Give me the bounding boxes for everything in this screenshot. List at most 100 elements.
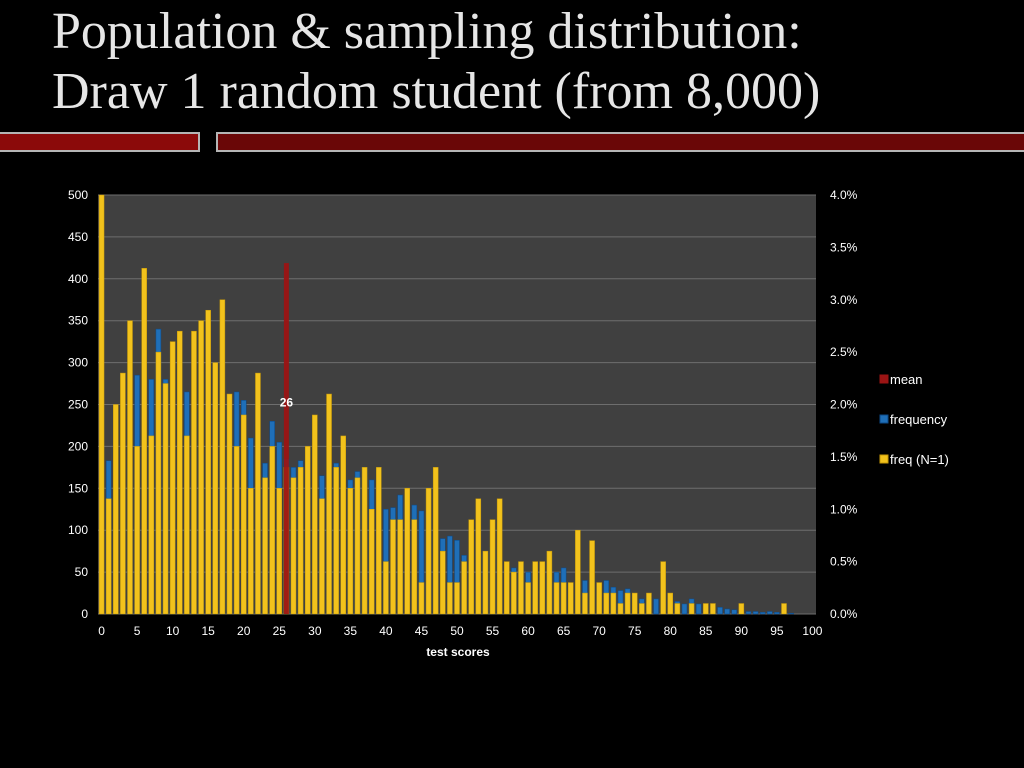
freq-n1-bar [418, 582, 425, 615]
freq-n1-bar [475, 498, 482, 615]
x-tick-label: 75 [628, 624, 642, 638]
x-tick-label: 70 [592, 624, 606, 638]
freq-n1-bar [532, 561, 538, 615]
x-tick-label: 0 [98, 624, 105, 638]
frequency-bar [724, 608, 730, 615]
y-left-tick-label: 250 [68, 398, 88, 412]
x-tick-label: 60 [521, 624, 535, 638]
freq-n1-bar [248, 488, 254, 615]
frequency-bar [759, 612, 766, 615]
freq-n1-bar [127, 320, 133, 615]
frequency-bar [745, 611, 752, 615]
freq-n1-bar [482, 550, 489, 615]
freq-n1-bar [134, 446, 140, 615]
y-right-tick-label: 3.5% [830, 240, 858, 254]
freq-n1-bar [560, 582, 567, 615]
freq-n1-bar [660, 561, 666, 615]
freq-n1-bar [383, 561, 389, 615]
x-tick-label: 95 [770, 624, 784, 638]
y-left-tick-label: 150 [68, 481, 88, 495]
freq-n1-bar [304, 446, 311, 615]
y-left-tick-label: 400 [68, 272, 88, 286]
freq-n1-bar [361, 467, 368, 615]
freq-n1-bar [276, 488, 283, 615]
freq-n1-bar [404, 488, 410, 615]
y-left-tick-label: 100 [68, 523, 88, 537]
freq-n1-bar [312, 414, 318, 615]
freq-n1-bar [368, 509, 375, 615]
y-left-tick-label: 450 [68, 230, 88, 244]
freq-n1-bar [191, 330, 197, 615]
freq-n1-bar [781, 603, 787, 615]
frequency-bar [767, 611, 773, 615]
x-tick-label: 35 [344, 624, 358, 638]
freq-n1-bar [376, 467, 382, 615]
freq-n1-bar [468, 519, 474, 615]
freq-n1-bar [198, 320, 204, 615]
frequency-bar [731, 609, 737, 615]
freq-n1-bar [184, 435, 190, 615]
freq-n1-bar [646, 592, 652, 615]
freq-n1-bar [411, 519, 418, 615]
y-axis-right-ticks: 0.0% 0.5% 1.0% 1.5% 2.0% 2.5% 3.0% 3.5% 4.0% [830, 188, 858, 621]
freq-n1-bar [297, 467, 304, 615]
freq-n1-bar [568, 582, 574, 615]
freq-n1-bar [98, 194, 105, 615]
x-tick-label: 30 [308, 624, 322, 638]
x-tick-label: 55 [486, 624, 500, 638]
freq-n1-bar [319, 498, 325, 615]
freq-n1-bar [639, 603, 645, 615]
mean-marker: 26 [280, 263, 293, 614]
x-tick-label: 40 [379, 624, 393, 638]
freq-n1-bar [354, 477, 361, 615]
freq-n1-bar [269, 446, 275, 615]
frequency-bar [788, 612, 794, 615]
slide-title: Population & sampling distribution: Draw… [52, 2, 1012, 122]
freq-n1-bar [205, 309, 211, 615]
x-tick-label: 90 [735, 624, 749, 638]
freq-n1-bar [596, 582, 602, 615]
frequency-bar [653, 598, 659, 615]
freq-n1-bar [155, 351, 162, 615]
legend-label: mean [890, 372, 923, 387]
y-right-tick-label: 4.0% [830, 188, 858, 202]
x-tick-label: 25 [273, 624, 287, 638]
x-axis-label: test scores [426, 645, 490, 659]
freq-n1-bar [226, 393, 233, 615]
freq-n1-bar [333, 467, 339, 615]
freq-n1-bar [169, 341, 176, 615]
freq-n1-bar [511, 571, 517, 615]
y-left-tick-label: 500 [68, 188, 88, 202]
freq-n1-bar [290, 477, 297, 615]
freq-n1-bar [603, 592, 610, 615]
y-left-tick-label: 0 [81, 607, 88, 621]
freq-n1-bar [710, 603, 716, 615]
freq-n1-bar [148, 435, 155, 615]
legend-swatch [879, 414, 889, 424]
y-right-tick-label: 2.5% [830, 345, 858, 359]
x-tick-label: 100 [802, 624, 822, 638]
x-axis-ticks: 0 5 10 15 20 25 30 35 40 45 50 55 60 65 70 75 80 85 90 95 10… [98, 624, 823, 638]
freq-n1-bar [425, 488, 432, 615]
freq-n1-bar [589, 540, 595, 615]
freq-n1-bar [631, 592, 638, 615]
freq-n1-bar [688, 603, 695, 615]
freq-n1-bar [397, 519, 403, 615]
x-tick-label: 45 [415, 624, 429, 638]
freq-n1-bar [518, 561, 524, 615]
y-right-tick-label: 3.0% [830, 293, 858, 307]
x-tick-label: 10 [166, 624, 180, 638]
freq-n1-bar [120, 372, 126, 615]
x-tick-label: 85 [699, 624, 713, 638]
x-tick-label: 65 [557, 624, 571, 638]
freq-n1-bar [624, 592, 631, 615]
freq-n1-bar [141, 268, 147, 615]
x-tick-label: 15 [202, 624, 216, 638]
x-tick-label: 5 [134, 624, 141, 638]
freq-n1-bar [489, 519, 496, 615]
y-right-tick-label: 2.0% [830, 398, 858, 412]
freq-n1-bar [461, 561, 467, 615]
freq-n1-bar [525, 582, 531, 615]
decorative-bar-left [0, 132, 200, 152]
